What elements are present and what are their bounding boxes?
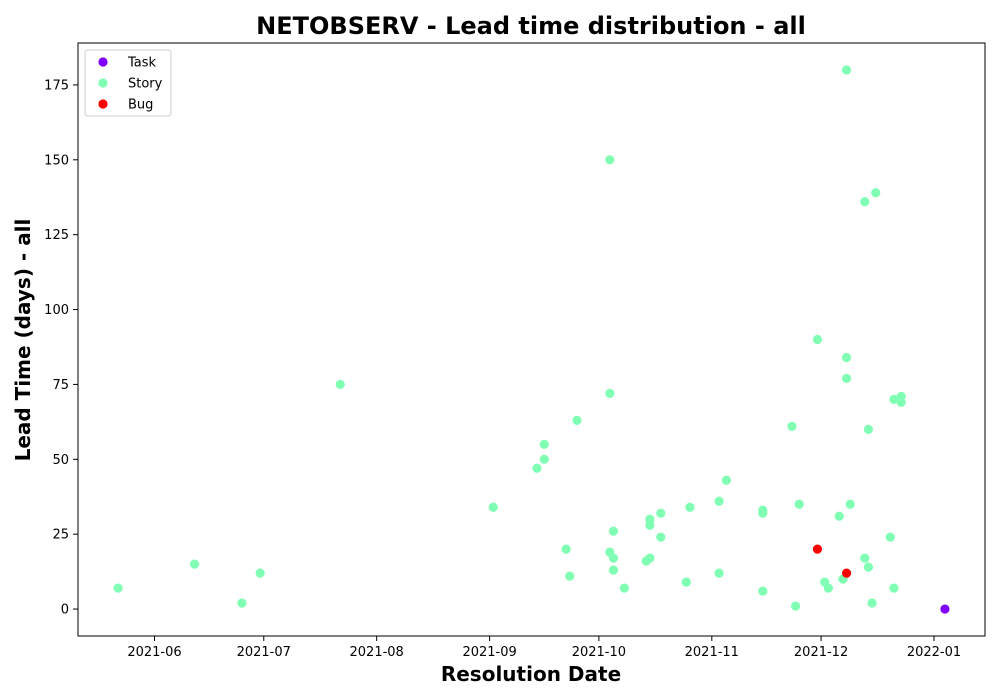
- story-point: [871, 188, 881, 198]
- x-tick-label: 2021-07: [237, 645, 291, 660]
- story-point: [539, 454, 549, 464]
- legend-marker-story: [98, 78, 108, 88]
- story-point: [645, 520, 655, 530]
- story-point: [645, 553, 655, 563]
- story-point: [787, 421, 797, 431]
- story-point: [714, 496, 724, 506]
- legend-label-task: Task: [127, 56, 157, 71]
- story-point: [656, 532, 666, 542]
- story-point: [863, 562, 874, 572]
- story-point: [539, 439, 549, 449]
- story-point: [189, 559, 200, 569]
- story-point: [790, 601, 801, 611]
- y-axis: 0 25 50 75 100 125 150 175: [44, 78, 78, 618]
- legend: Task Story Bug: [84, 49, 172, 117]
- y-tick-label: 150: [44, 153, 69, 168]
- story-point: [255, 568, 265, 578]
- story-point: [834, 511, 844, 521]
- story-point: [758, 586, 768, 596]
- story-point: [608, 565, 619, 575]
- story-point: [867, 598, 877, 608]
- y-tick-label: 25: [52, 528, 69, 543]
- story-point: [619, 583, 629, 593]
- x-tick-label: 2021-11: [685, 645, 739, 660]
- story-point: [335, 379, 345, 390]
- x-tick-label: 2022-01: [907, 645, 961, 660]
- story-point: [608, 526, 619, 536]
- story-point: [889, 583, 899, 593]
- story-point: [237, 598, 247, 608]
- story-point: [812, 334, 823, 345]
- y-tick-label: 100: [44, 303, 69, 318]
- x-tick-label: 2021-09: [462, 645, 516, 660]
- story-point: [863, 424, 874, 434]
- story-point: [714, 568, 724, 578]
- story-point: [565, 571, 575, 581]
- story-point: [605, 388, 615, 399]
- bug-point: [812, 544, 823, 554]
- story-point: [845, 499, 855, 509]
- x-tick-label: 2021-12: [794, 645, 848, 660]
- story-point: [841, 352, 852, 363]
- legend-label-bug: Bug: [128, 98, 153, 113]
- x-axis: 2021-06 2021-07 2021-08 2021-09 2021-10 2021-…: [127, 636, 961, 660]
- y-tick-label: 175: [44, 78, 69, 93]
- story-point: [758, 508, 768, 518]
- data-points: [113, 65, 950, 614]
- x-tick-label: 2021-08: [350, 645, 404, 660]
- story-point: [860, 553, 870, 563]
- plot-area: [77, 42, 986, 637]
- y-tick-label: 125: [44, 228, 69, 243]
- story-point: [113, 583, 123, 593]
- story-point: [889, 394, 899, 404]
- story-point: [561, 544, 571, 554]
- x-axis-label: Resolution Date: [441, 662, 621, 686]
- story-point: [721, 475, 731, 485]
- story-point: [794, 499, 804, 509]
- story-point: [608, 553, 619, 563]
- story-point: [572, 415, 582, 425]
- story-point: [681, 577, 691, 587]
- y-axis-label: Lead Time (days) - all: [11, 219, 35, 462]
- story-point: [656, 508, 666, 518]
- story-point: [896, 397, 906, 407]
- story-point: [605, 155, 615, 165]
- x-tick-label: 2021-06: [127, 645, 181, 660]
- y-tick-label: 50: [52, 453, 69, 468]
- task-point: [940, 604, 950, 614]
- story-point: [860, 197, 870, 207]
- story-point: [841, 373, 852, 384]
- chart-title: NETOBSERV - Lead time distribution - all: [256, 12, 806, 40]
- legend-label-story: Story: [128, 77, 163, 92]
- story-point: [885, 532, 895, 542]
- story-point: [488, 502, 498, 512]
- y-tick-label: 75: [52, 378, 69, 393]
- y-tick-label: 0: [61, 603, 69, 618]
- legend-box: [84, 49, 172, 117]
- legend-marker-task: [98, 57, 108, 67]
- story-point: [532, 463, 542, 473]
- story-point: [685, 502, 695, 512]
- legend-marker-bug: [98, 99, 108, 109]
- story-point: [841, 65, 852, 75]
- story-point: [823, 583, 833, 593]
- bug-point: [841, 568, 852, 578]
- x-tick-label: 2021-10: [572, 645, 626, 660]
